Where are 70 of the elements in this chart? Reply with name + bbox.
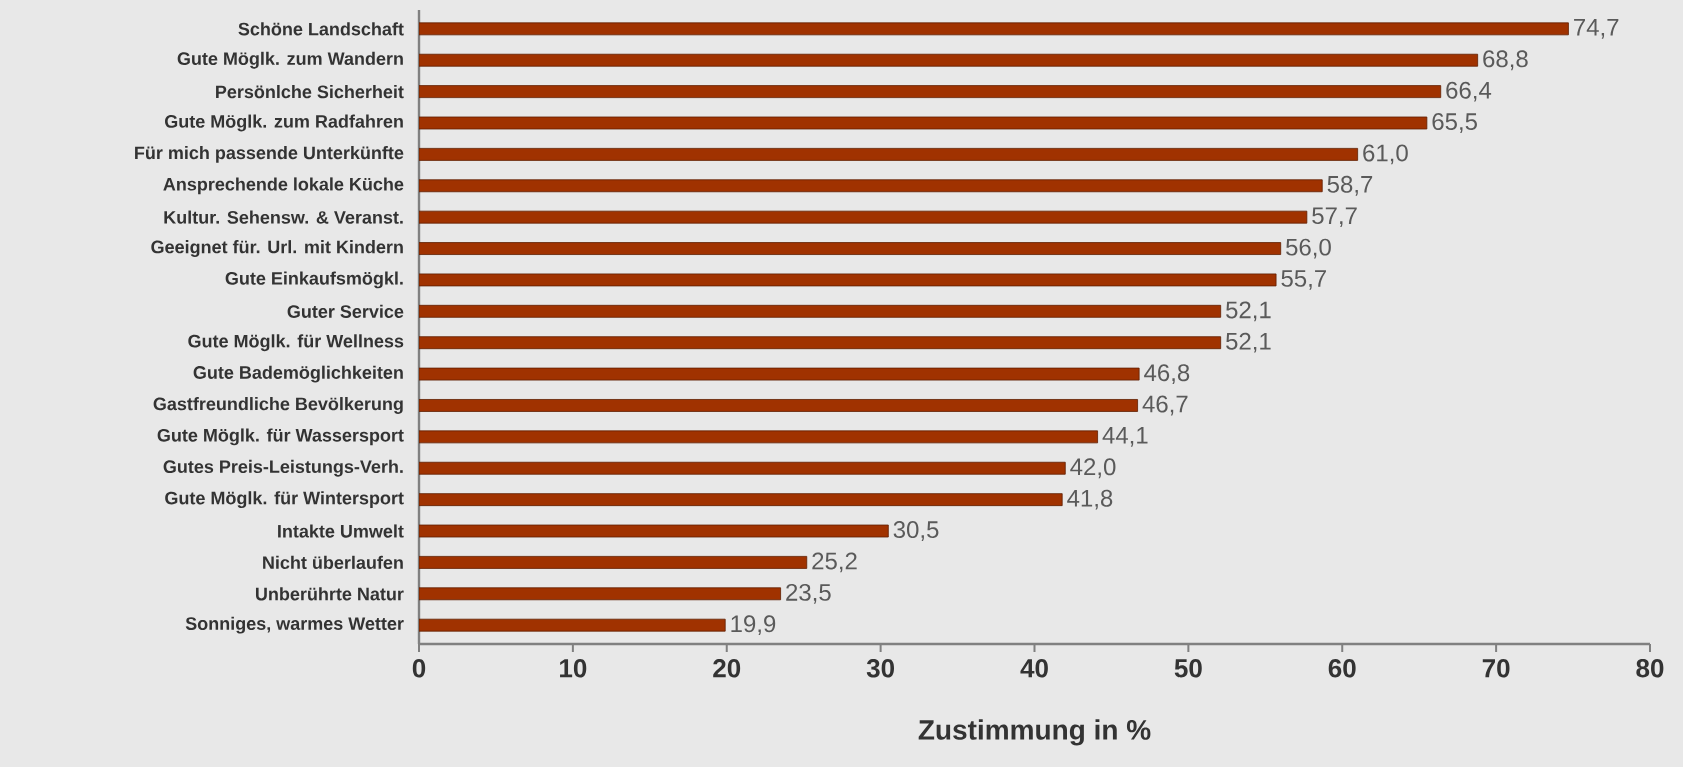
y-tick-label: Intakte Umwelt — [278, 524, 404, 538]
data-label: 74,7 — [1574, 19, 1619, 39]
bar — [419, 367, 1140, 381]
y-tick-label: Gute Möglk. für Wintersport — [165, 491, 404, 509]
data-label: 61,0 — [1363, 144, 1408, 165]
y-tick-label: Persönlche Sicherheit — [216, 85, 404, 99]
y-tick-label: Kultur. Sehensw. & Veranst. — [164, 210, 403, 224]
bar — [419, 116, 1428, 130]
bar — [419, 556, 808, 569]
data-label: 52,1 — [1226, 301, 1271, 322]
bar — [419, 210, 1308, 224]
data-label: 58,7 — [1327, 175, 1373, 196]
bar — [419, 336, 1222, 350]
data-label: 42,0 — [1070, 458, 1116, 479]
data-label: 41,8 — [1067, 489, 1113, 510]
x-tick-label: 40 — [1020, 659, 1048, 678]
bar — [419, 461, 1066, 475]
bar — [419, 22, 1569, 36]
bar — [419, 273, 1277, 287]
y-tick-label: Gute Bademöglichkeiten — [193, 365, 403, 383]
y-tick-label: Unberührte Natur — [255, 587, 404, 601]
data-label: 56,0 — [1286, 238, 1331, 259]
data-label: 25,2 — [812, 552, 857, 573]
y-tick-label: Gute Möglk. für Wellness — [188, 334, 404, 352]
y-tick-label: Nicht überlaufen — [263, 555, 403, 570]
y-tick-label: Geeignet für. Url. mit Kindern — [151, 240, 403, 257]
y-tick-label: Gute Einkaufsmögkl. — [225, 271, 403, 289]
bar — [419, 430, 1098, 444]
y-tick-label: Für mich passende Unterkünfte — [135, 145, 404, 163]
x-tick-label: 10 — [560, 659, 587, 678]
x-tick-label: 30 — [866, 659, 895, 678]
bar — [419, 399, 1138, 412]
bar — [419, 179, 1323, 193]
data-label: 46,8 — [1144, 364, 1190, 385]
data-label: 65,5 — [1432, 113, 1477, 133]
bar — [419, 524, 889, 538]
y-tick-label: Gute Möglk. für Wassersport — [157, 428, 404, 446]
data-label: 57,7 — [1312, 207, 1357, 227]
x-axis-title: Zustimmung in % — [918, 719, 1151, 746]
x-tick-label: 60 — [1328, 659, 1356, 678]
y-tick-label: Ansprechende lokale Küche — [163, 177, 404, 195]
x-tick-label: 0 — [412, 659, 426, 678]
data-label: 23,5 — [786, 583, 831, 604]
data-label: 30,5 — [893, 521, 939, 541]
bar — [419, 304, 1222, 318]
data-label: 66,4 — [1446, 81, 1492, 102]
x-tick-label: 80 — [1636, 659, 1664, 678]
data-label: 19,9 — [731, 615, 776, 636]
bar — [419, 493, 1063, 507]
y-tick-label: Gutes Preis-Leistungs-Verh. — [163, 459, 403, 477]
bar — [419, 53, 1479, 67]
bar — [419, 85, 1442, 99]
data-label: 46,7 — [1142, 395, 1188, 416]
x-tick-label: 70 — [1482, 659, 1510, 678]
data-label: 68,8 — [1483, 50, 1528, 71]
y-tick-label: Schöne Landschaft — [238, 22, 404, 36]
y-tick-label: Gastfreundliche Bevölkerung — [153, 397, 403, 414]
bar — [419, 618, 726, 632]
data-label: 52,1 — [1226, 332, 1271, 353]
y-tick-label: Sonniges, warmes Wetter — [185, 616, 404, 634]
y-tick-label: Gute Möglk. zum Radfahren — [165, 114, 403, 132]
x-tick-label: 50 — [1174, 659, 1202, 678]
data-label: 55,7 — [1281, 270, 1326, 290]
data-label: 44,1 — [1102, 427, 1148, 447]
y-tick-label: Guter Service — [287, 304, 404, 318]
bar — [419, 147, 1359, 161]
y-tick-label: Gute Möglk. zum Wandern — [177, 51, 403, 69]
bar — [419, 242, 1282, 255]
bar — [419, 587, 781, 601]
x-tick-label: 20 — [713, 659, 741, 678]
